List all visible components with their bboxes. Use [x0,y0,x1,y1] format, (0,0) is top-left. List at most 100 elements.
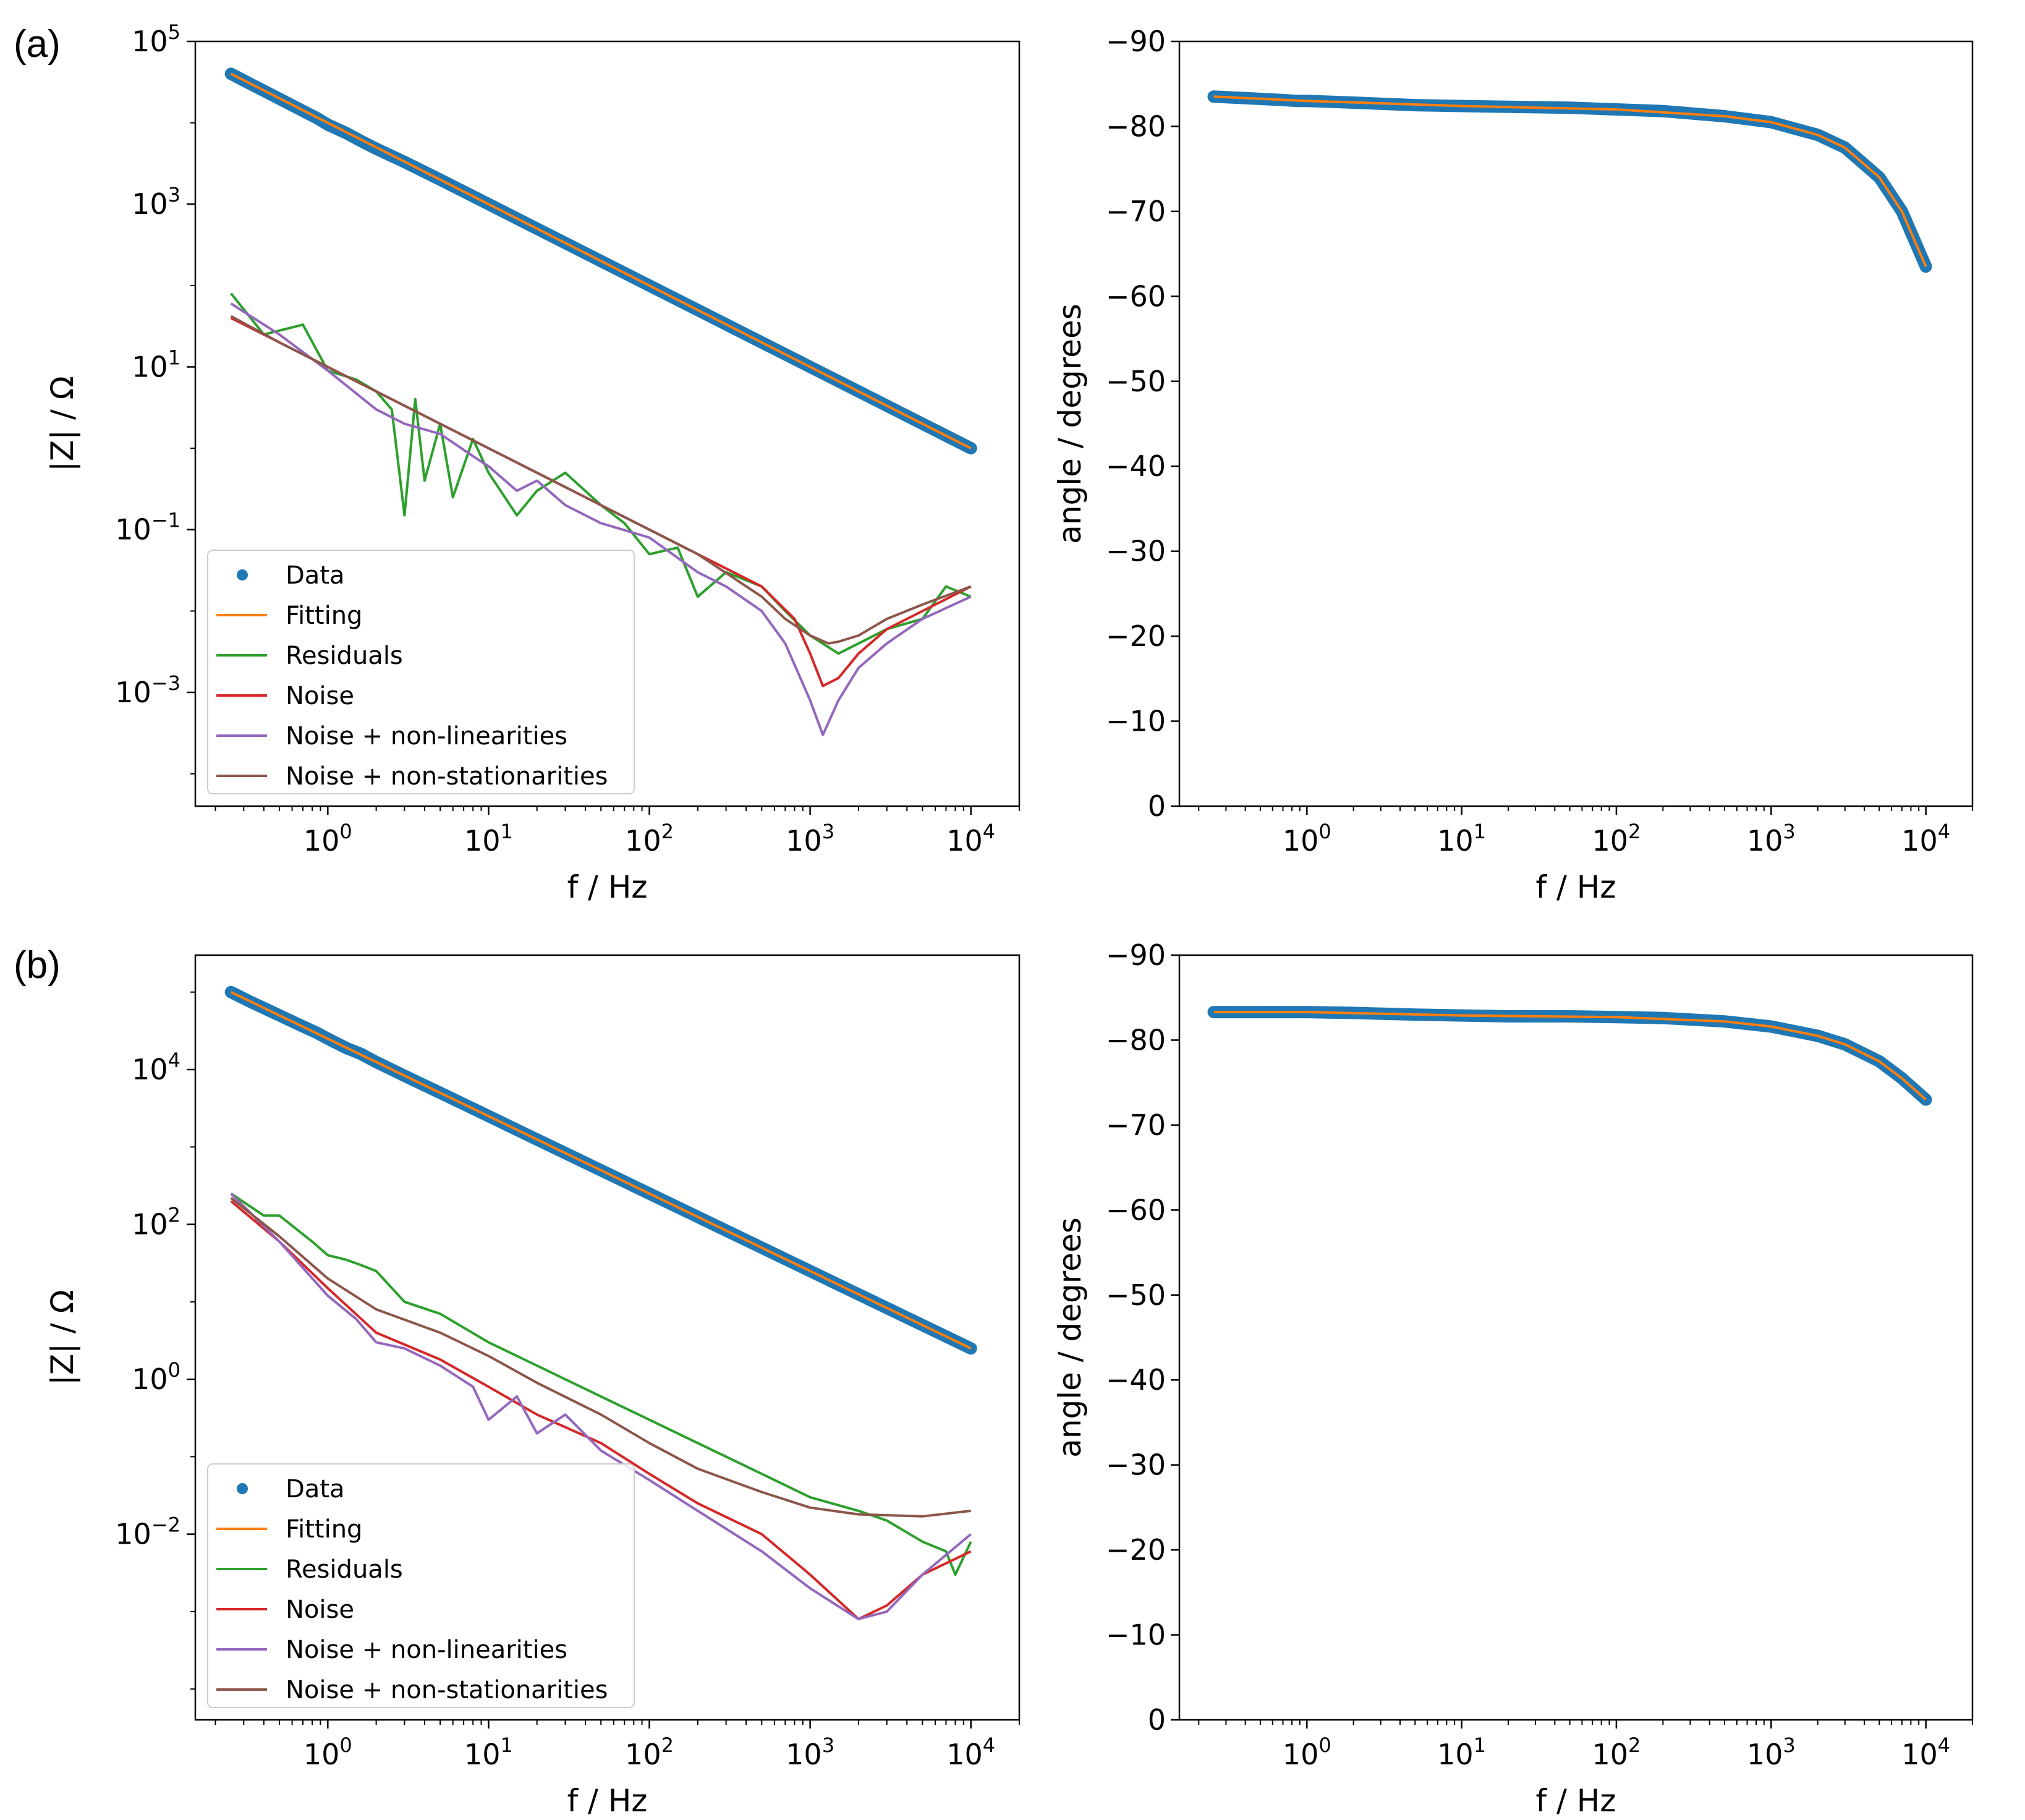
a-magnitude-ytick-label-base: 10 [132,25,168,58]
a-phase-ytick-label: −90 [1106,25,1166,58]
b-magnitude-ytick-label-exp: 2 [168,1204,180,1227]
a-phase-xtick-label-base: 10 [1437,824,1474,857]
a-magnitude-ytick-label-base: 10 [115,676,151,709]
b-magnitude-series-noise-non-linearities [230,1193,972,1620]
a-magnitude-xtick-label-base: 10 [464,824,501,857]
b-phase-ytick-label: −50 [1106,1278,1166,1312]
a-phase-xtick-label-base: 10 [1592,824,1628,857]
a-magnitude-ytick-label-base: 10 [115,513,151,546]
b-magnitude-frame [194,954,1021,1721]
b-magnitude-xtick-label-exp: 1 [500,1733,512,1757]
b-magnitude-xtick-label-exp: 2 [661,1733,674,1757]
a-magnitude-ytick-label: 103 [132,183,180,221]
b-phase-series-data [1207,1006,1932,1106]
a-magnitude-series-residuals [230,292,972,655]
b-magnitude-legend-label: Noise [286,1596,354,1624]
a-magnitude-xtick-label: 100 [304,820,352,857]
b-phase-xtick-label-exp: 2 [1628,1733,1641,1757]
a-magnitude-ytick-label: 10−1 [115,509,180,546]
b-phase-series-fitting [1213,1011,1927,1101]
a-phase-frame [1178,40,1974,807]
b-phase-xtick-label-base: 10 [1437,1738,1474,1771]
a-magnitude-xtick-label: 104 [946,820,995,857]
b-magnitude-xtick-label-exp: 3 [822,1733,834,1757]
a-magnitude-frame [194,40,1021,807]
a-magnitude-xtick-label-exp: 3 [822,820,834,843]
b-phase-ytick-label: −10 [1106,1618,1166,1652]
b-phase-ytick-label: −40 [1106,1363,1166,1397]
a-phase-xlabel: f / Hz [1535,869,1616,905]
a-magnitude-legend-label: Residuals [286,642,403,670]
a-magnitude-ytick-label-exp: −1 [151,509,180,532]
b-magnitude-legend-label: Data [286,1475,345,1503]
a-magnitude-ytick-label-base: 10 [132,350,168,383]
b-phase-xtick-label: 103 [1747,1733,1796,1771]
a-magnitude-ytick-label-exp: 1 [168,346,180,369]
a-phase-ytick-label: 0 [1148,789,1166,823]
b-magnitude-legend-marker-data [237,1483,248,1494]
a-magnitude-legend-box [207,550,635,794]
b-phase-series-data-band [1207,1006,1932,1106]
a-phase-xtick-label-exp: 1 [1474,820,1486,843]
b-magnitude-xtick-label-base: 10 [625,1738,661,1771]
a-magnitude-xtick-label-exp: 1 [500,820,512,843]
a-magnitude-xtick-label: 103 [786,820,834,857]
b-phase-xtick-label-exp: 0 [1318,1733,1331,1757]
a-phase-series-data [1207,90,1932,273]
b-phase-ylabel: angle / degrees [1052,1217,1088,1458]
b-magnitude-xtick-label: 102 [625,1733,674,1771]
b-magnitude-xtick-label-exp: 0 [339,1733,352,1757]
b-magnitude-legend-box [207,1463,635,1708]
b-phase-ytick-label: −30 [1106,1448,1166,1482]
b-phase-ytick-label: −80 [1106,1023,1166,1057]
b-magnitude-ytick-label-base: 10 [132,1053,168,1086]
a-phase-xtick-label: 101 [1437,820,1486,857]
a-magnitude-ytick-label-exp: 5 [168,20,180,44]
b-magnitude-xtick-label-base: 10 [946,1738,983,1771]
b-phase-ytick-label: −20 [1106,1533,1166,1567]
b-magnitude-ytick-label-base: 10 [132,1208,168,1241]
b-phase-ytick-label: −70 [1106,1108,1166,1142]
b-magnitude-xtick-label-base: 10 [304,1738,340,1771]
a-magnitude-xtick-label-base: 10 [625,824,661,857]
b-phase-xtick-label-exp: 3 [1783,1733,1795,1757]
b-magnitude-series-noise-non-stationarities [230,1197,971,1518]
b-phase-xtick-label-base: 10 [1901,1738,1938,1771]
b-magnitude-legend-label: Residuals [286,1555,403,1584]
b-phase-xtick-label-exp: 4 [1938,1733,1950,1757]
b-phase-xtick-label-base: 10 [1592,1738,1628,1771]
b-phase-plot-area [1207,1006,1932,1106]
panel-label-a: (a) [14,23,61,66]
a-phase-ytick-label: −30 [1106,535,1166,568]
a-magnitude-xtick-label-exp: 2 [661,820,674,843]
a-phase-ylabel: angle / degrees [1052,304,1088,544]
b-phase-xtick-label: 102 [1592,1733,1641,1771]
a-phase-series-data-band [1207,90,1932,273]
b-phase-ytick-label: 0 [1148,1703,1166,1737]
a-magnitude-legend-label: Data [286,561,345,590]
b-phase-frame [1178,954,1974,1721]
b-magnitude-xtick-label-base: 10 [464,1738,501,1771]
a-phase-xtick-label-exp: 2 [1628,820,1641,843]
a-magnitude-ytick-label: 101 [132,346,180,383]
panel-label-b: (b) [14,944,61,987]
a-magnitude-xtick-label-exp: 0 [339,820,352,843]
a-phase-xtick-label-exp: 0 [1318,820,1331,843]
a-magnitude-ytick-label-exp: 3 [168,183,180,206]
b-magnitude-legend-label: Noise + non-linearities [286,1636,567,1664]
b-magnitude-xtick-label-base: 10 [786,1738,822,1771]
a-magnitude-plot-area [224,67,977,736]
b-magnitude-series-noise [230,1200,972,1620]
a-magnitude-xtick-label: 102 [625,820,674,857]
b-phase-xtick-label: 101 [1437,1733,1486,1771]
a-phase-ytick-label: −70 [1106,195,1166,228]
a-phase-series-fitting [1213,95,1927,267]
b-magnitude-ytick-label-base: 10 [132,1363,168,1396]
b-magnitude-ytick-label: 100 [132,1358,180,1396]
b-magnitude-xtick-label: 104 [946,1733,995,1771]
b-phase-xtick-label-base: 10 [1283,1738,1319,1771]
b-magnitude-ylabel: |Z| / Ω [45,1290,80,1385]
a-magnitude-ylabel: |Z| / Ω [45,376,80,472]
